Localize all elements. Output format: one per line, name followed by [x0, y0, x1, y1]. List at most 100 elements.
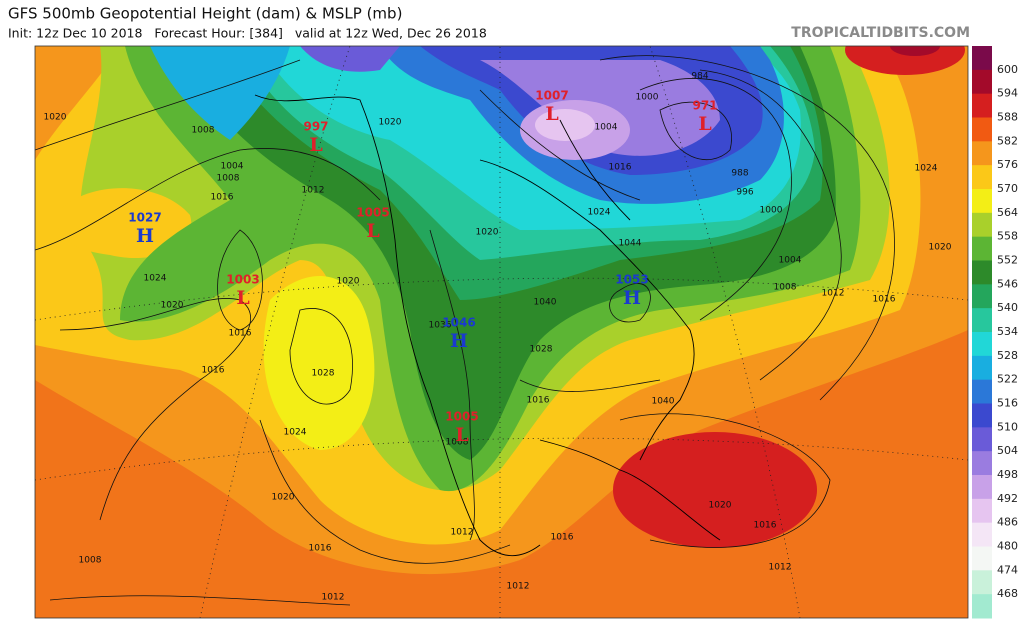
- isobar-label: 1040: [534, 298, 557, 308]
- isobar-label: 1024: [588, 208, 611, 218]
- isobar-label: 1020: [337, 277, 360, 287]
- isobar-label: 1028: [530, 345, 553, 355]
- isobar-label: 1024: [284, 428, 307, 438]
- colorbar-label: 576: [997, 158, 1018, 171]
- isobar-label: 1040: [652, 397, 675, 407]
- colorbar-swatch: [972, 141, 992, 166]
- colorbar-swatch: [972, 284, 992, 309]
- isobar-label: 1016: [202, 366, 225, 376]
- isobar-label: 1020: [161, 301, 184, 311]
- colorbar-label: 600: [997, 63, 1018, 76]
- center-value: 1003: [226, 273, 259, 287]
- colorbar-label: 486: [997, 516, 1018, 529]
- isobar-label: 1012: [507, 582, 530, 592]
- isobar-label: 1044: [619, 239, 642, 249]
- colorbar-swatch: [972, 379, 992, 404]
- colorbar-label: 594: [997, 87, 1018, 100]
- isobar-label: 1008: [192, 126, 215, 136]
- isobar-label: 1016: [609, 163, 632, 173]
- center-letter: H: [136, 225, 154, 247]
- height-field: [35, 46, 968, 618]
- colorbar-label: 516: [997, 397, 1018, 410]
- isobar-label: 1000: [760, 206, 783, 216]
- colorbar-swatch: [972, 594, 992, 619]
- colorbar-label: 540: [997, 301, 1018, 314]
- isobar-label: 1016: [873, 295, 896, 305]
- colorbar-swatch: [972, 427, 992, 452]
- center-letter: L: [455, 424, 468, 446]
- colorbar-label: 492: [997, 492, 1018, 505]
- center-value: 1053: [615, 273, 648, 287]
- colorbar-swatch: [972, 260, 992, 285]
- center-value: 1046: [442, 316, 475, 330]
- center-value: 1005: [356, 206, 389, 220]
- colorbar-label: 504: [997, 444, 1018, 457]
- colorbar-swatch: [972, 522, 992, 547]
- colorbar-swatch: [972, 498, 992, 524]
- isobar-label: 1012: [822, 289, 845, 299]
- colorbar-label: 558: [997, 230, 1018, 243]
- isobar-label: 988: [731, 169, 748, 179]
- colorbar-swatch: [972, 546, 992, 571]
- isobar-label: 1004: [595, 123, 618, 133]
- colorbar-label: 474: [997, 563, 1018, 576]
- colorbar-label: 468: [997, 587, 1018, 600]
- colorbar-swatch: [972, 475, 992, 500]
- colorbar-label: 588: [997, 111, 1018, 124]
- colorbar-swatch: [972, 189, 992, 214]
- isobar-label: 984: [691, 72, 708, 82]
- isobar-label: 1036: [429, 321, 452, 331]
- isobar-label: 1004: [779, 256, 802, 266]
- center-letter: L: [545, 103, 558, 125]
- center-letter: L: [309, 134, 322, 156]
- colorbar-swatch: [972, 236, 992, 261]
- isobar-label: 1028: [312, 369, 335, 379]
- isobar-label: 1020: [272, 493, 295, 503]
- coastline: [254, 94, 721, 557]
- isobar-label: 1004: [221, 162, 244, 172]
- colorbar-label: 522: [997, 373, 1018, 386]
- isobar-label: 1024: [144, 274, 167, 284]
- isobar-label: 1024: [915, 164, 938, 174]
- center-value: 997: [303, 120, 328, 134]
- isobar-label: 1008: [446, 438, 469, 448]
- colorbar-label: 498: [997, 468, 1018, 481]
- isobar-labels: 1020 1008 1004 1008 1016 1012 1024 1020 1016 1016…: [44, 72, 952, 603]
- isobar-label: 1016: [527, 396, 550, 406]
- isobar-label: 1016: [309, 544, 332, 554]
- isobar-label: 996: [736, 188, 753, 198]
- isobar-label: 1020: [709, 501, 732, 511]
- isobar-label: 1020: [44, 113, 67, 123]
- isobar-label: 1016: [551, 533, 574, 543]
- colorbar-label: 582: [997, 134, 1018, 147]
- isobar-label: 1012: [451, 528, 474, 538]
- colorbar-label: 564: [997, 206, 1018, 219]
- colorbar-swatch: [972, 403, 992, 428]
- isobar-label: 1000: [636, 93, 659, 103]
- center-letter: H: [450, 330, 468, 352]
- isobar-label: 1020: [379, 118, 402, 128]
- colorbar-swatch: [972, 212, 992, 238]
- colorbar-swatch: [972, 69, 992, 95]
- colorbar-swatch: [972, 93, 992, 118]
- center-value: 1027: [128, 211, 161, 225]
- site-credit: TROPICALTIDBITS.COM: [791, 25, 970, 41]
- center-value: 1005: [445, 410, 478, 424]
- isobar-label: 1008: [217, 174, 240, 184]
- isobar-label: 1020: [476, 228, 499, 238]
- isobar-label: 1016: [754, 521, 777, 531]
- colorbar-swatch: [972, 570, 992, 595]
- center-value: 1007: [535, 89, 568, 103]
- colorbar-swatch: [972, 46, 992, 71]
- colorbar-swatch: [972, 117, 992, 142]
- isobar-label: 1012: [769, 563, 792, 573]
- isobar-label: 1012: [302, 186, 325, 196]
- colorbar-label: 570: [997, 182, 1018, 195]
- isobar-label: 1012: [322, 593, 345, 603]
- colorbar-swatch: [972, 332, 992, 357]
- colorbar-label: 552: [997, 254, 1018, 267]
- colorbar-label: 528: [997, 349, 1018, 362]
